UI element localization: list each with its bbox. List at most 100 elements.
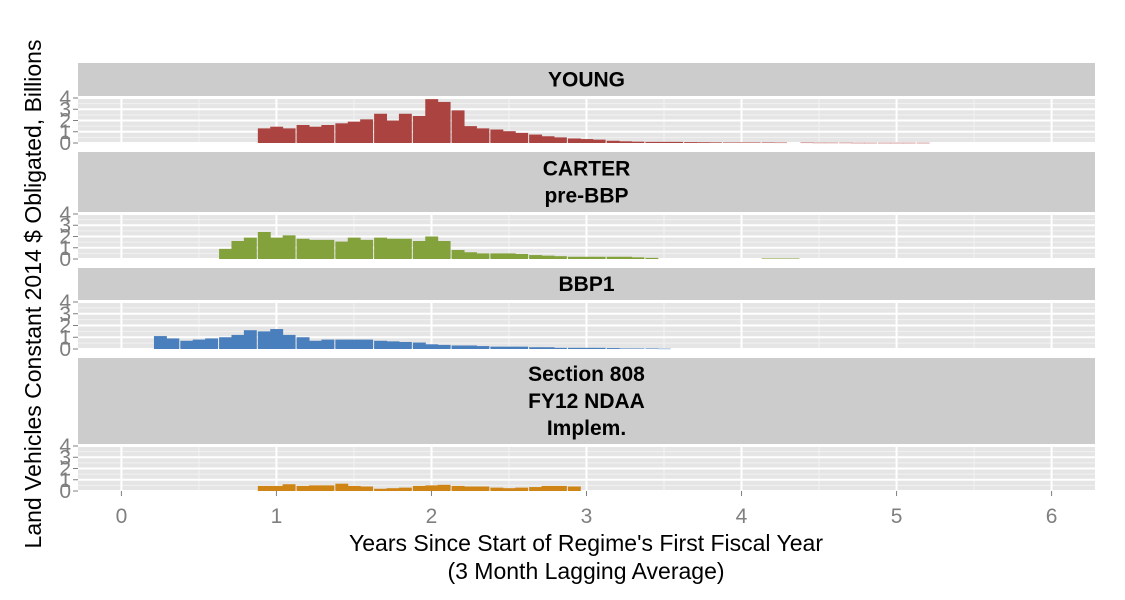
y-tick-label: 2 — [59, 110, 71, 133]
bar — [812, 142, 826, 144]
bar — [645, 257, 659, 259]
bar — [282, 128, 296, 143]
bar — [308, 485, 322, 491]
bar — [515, 487, 529, 491]
panel-strip-label: Implem. — [547, 417, 626, 440]
bar — [592, 139, 606, 143]
bar — [270, 126, 284, 143]
bar — [529, 134, 543, 143]
bar — [747, 142, 761, 143]
bar — [476, 253, 490, 259]
bar — [631, 257, 645, 259]
panel-strip-label: FY12 NDAA — [528, 390, 645, 413]
y-tick-label: 0 — [59, 132, 71, 155]
bar — [321, 125, 335, 143]
bar — [360, 239, 374, 259]
x-tick-label: 0 — [116, 505, 128, 528]
x-axis: 0 1 2 3 4 5 6 — [116, 491, 1057, 528]
bar — [490, 129, 504, 143]
bar — [398, 113, 412, 143]
bar — [257, 232, 271, 259]
bar — [553, 256, 567, 259]
bar — [670, 141, 684, 143]
bar — [257, 485, 271, 491]
bar — [631, 348, 645, 349]
y-tick-label: 4 — [59, 435, 71, 458]
bar — [567, 347, 581, 349]
bar — [425, 99, 439, 143]
panel-strip-label: Section 808 — [528, 363, 645, 386]
panel-strip-label: YOUNG — [548, 69, 625, 92]
panel-strip-label: CARTER — [543, 158, 631, 181]
x-tick-label: 4 — [736, 505, 748, 528]
bar — [529, 487, 543, 491]
bar — [425, 344, 439, 349]
y-tick-label: 3 — [59, 446, 71, 469]
y-tick-label: 0 — [59, 480, 71, 503]
bar — [722, 142, 736, 143]
y-tick-label: 4 — [59, 291, 71, 314]
bar — [451, 250, 465, 259]
bar — [335, 241, 349, 259]
y-tick-label: 3 — [59, 303, 71, 326]
bar — [347, 485, 361, 491]
bar — [374, 488, 388, 491]
bar — [606, 348, 620, 349]
bar — [657, 141, 671, 143]
bar — [645, 348, 659, 349]
bar — [386, 488, 400, 491]
bar — [490, 346, 504, 349]
bar — [335, 339, 349, 349]
bar — [398, 341, 412, 349]
bar — [490, 253, 504, 259]
bar — [541, 136, 555, 143]
bar — [231, 334, 245, 349]
bar — [308, 239, 322, 259]
bar — [490, 487, 504, 491]
y-tick-label: 0 — [59, 248, 71, 271]
bar — [657, 348, 671, 350]
bar — [360, 119, 374, 143]
bar — [412, 342, 426, 349]
bar — [761, 258, 775, 259]
bar — [619, 348, 632, 349]
bar — [502, 488, 516, 491]
bar — [761, 142, 775, 143]
bar — [386, 238, 400, 259]
y-tick-label: 2 — [59, 226, 71, 249]
bar — [219, 337, 232, 349]
bar — [360, 486, 374, 491]
bar — [270, 329, 284, 349]
bar — [502, 131, 516, 143]
panel-strip — [78, 268, 1095, 300]
bar — [800, 142, 814, 144]
bar — [296, 337, 310, 349]
bar — [374, 237, 388, 259]
bar — [231, 241, 245, 259]
bar — [374, 113, 388, 143]
x-tick-label: 1 — [271, 505, 283, 528]
bar — [257, 331, 271, 349]
bar — [398, 238, 412, 259]
bar — [335, 123, 349, 143]
bar — [606, 256, 620, 259]
bar — [296, 485, 310, 491]
bar — [425, 236, 439, 259]
bar — [282, 334, 296, 349]
bar — [347, 339, 361, 349]
bar — [296, 238, 310, 259]
bar — [580, 347, 594, 349]
bar — [851, 142, 865, 144]
x-tick-label: 2 — [426, 505, 438, 528]
bar — [502, 346, 516, 349]
bar — [708, 142, 722, 143]
y-tick-label: 1 — [59, 326, 71, 349]
bar — [786, 258, 800, 259]
bar — [476, 486, 490, 491]
bar — [580, 139, 594, 143]
bar — [321, 239, 335, 259]
bar — [451, 485, 465, 491]
